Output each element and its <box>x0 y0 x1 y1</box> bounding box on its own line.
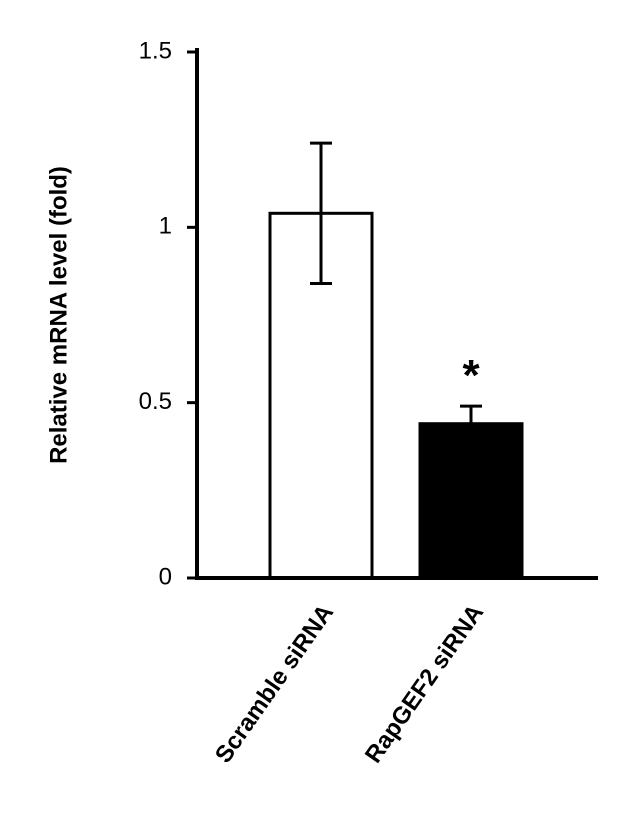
bar <box>418 422 524 580</box>
y-tick-label: 1.5 <box>139 37 172 64</box>
significance-marker: * <box>462 351 480 400</box>
x-tick-label: RapGEF2 siRNA <box>360 600 489 768</box>
error-bar <box>460 404 482 424</box>
error-bar <box>310 141 332 285</box>
y-tick-label: 0.5 <box>139 388 172 415</box>
y-tick-label: 1 <box>159 213 172 240</box>
y-tick-label: 0 <box>159 563 172 590</box>
y-axis-label: Relative mRNA level (fold) <box>45 166 72 464</box>
x-tick-label: Scramble siRNA <box>210 600 339 768</box>
